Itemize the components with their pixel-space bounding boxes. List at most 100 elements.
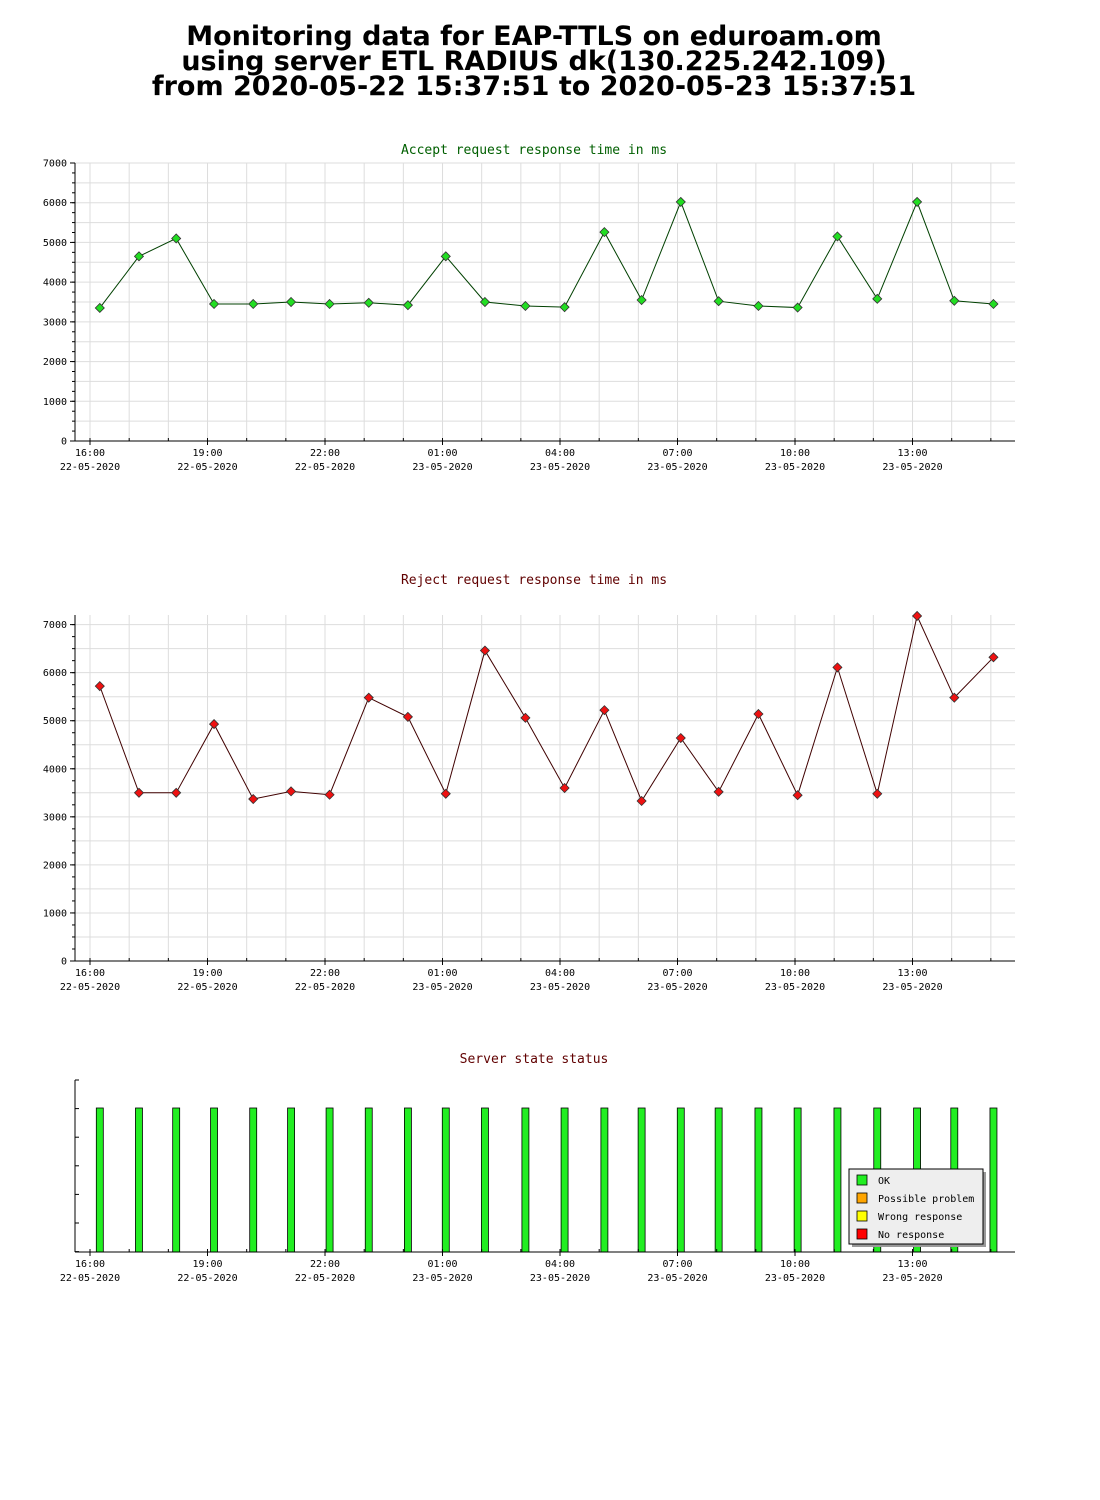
- accept-y-tick-label: 3000: [43, 317, 67, 328]
- accept-data-point: [248, 298, 259, 310]
- reject-data-point: [872, 788, 883, 799]
- reject-x-tick-time: 10:00: [780, 968, 810, 979]
- accept-response-time-chart: Accept request response time in ms 16:00 2…: [43, 143, 1015, 473]
- accept-x-tick-date: 23-05-2020: [412, 462, 472, 473]
- status-bar: [714, 1107, 723, 1253]
- accept-x-tick-time: 16:00: [75, 448, 105, 459]
- accept-series-line: [99, 200, 994, 309]
- status-bar: [441, 1107, 450, 1253]
- status-bar: [833, 1107, 842, 1253]
- accept-data-point: [675, 196, 686, 207]
- accept-x-tick-date: 23-05-2020: [882, 462, 942, 473]
- status-x-tick-time: 13:00: [897, 1259, 927, 1270]
- accept-y-tick-label: 5000: [43, 238, 67, 249]
- reject-title: Reject request response time in ms: [401, 573, 667, 588]
- status-x-tick-time: 04:00: [545, 1259, 575, 1270]
- accept-y-tick-label: 6000: [43, 198, 67, 209]
- reject-x-tick-date: 23-05-2020: [647, 982, 707, 993]
- title-line-1: Monitoring data for EAP-TTLS on eduroam.…: [186, 21, 882, 52]
- status-bar: [793, 1107, 802, 1253]
- reject-x-tick-date: 23-05-2020: [882, 982, 942, 993]
- status-x-tick-time: 22:00: [310, 1259, 340, 1270]
- accept-data-point: [479, 296, 491, 308]
- status-x-tick-date: 23-05-2020: [882, 1273, 942, 1284]
- accept-data-point: [133, 251, 145, 262]
- status-bar: [325, 1107, 334, 1253]
- status-x-tick-date: 22-05-2020: [295, 1273, 355, 1284]
- reject-y-tick-label: 6000: [43, 668, 67, 679]
- accept-data-point: [363, 297, 374, 308]
- status-x-tick-date: 23-05-2020: [647, 1273, 707, 1284]
- status-x-tick-time: 19:00: [192, 1259, 222, 1270]
- reject-data-point: [248, 793, 259, 805]
- status-bar: [989, 1107, 998, 1253]
- legend-entry: No response: [878, 1230, 944, 1241]
- reject-data-point: [324, 789, 335, 800]
- accept-x-tick-time: 10:00: [780, 448, 810, 459]
- status-bar: [754, 1107, 763, 1253]
- reject-data-point: [208, 719, 220, 730]
- accept-x-tick-time: 01:00: [427, 448, 457, 459]
- reject-response-time-chart: Reject request response time in ms 16:00 2…: [43, 573, 1015, 993]
- reject-data-point: [479, 645, 491, 656]
- accept-x-tick-date: 22-05-2020: [177, 462, 237, 473]
- accept-x-tick-date: 23-05-2020: [530, 462, 590, 473]
- reject-x-tick-time: 13:00: [897, 968, 927, 979]
- legend-entry: Wrong response: [878, 1212, 962, 1223]
- status-x-tick-time: 01:00: [427, 1259, 457, 1270]
- accept-data-point: [286, 296, 297, 308]
- reject-y-tick-label: 4000: [43, 764, 67, 775]
- reject-x-tick-time: 07:00: [662, 968, 692, 979]
- status-bar: [172, 1107, 181, 1253]
- server-state-status-chart: Server state status 16:00 22-05-2020 19:00 2…: [60, 1052, 1015, 1284]
- accept-data-point: [872, 293, 883, 304]
- accept-data-point: [559, 302, 570, 313]
- accept-y-tick-label: 1000: [43, 397, 67, 408]
- accept-y-tick-label: 0: [61, 437, 67, 448]
- reject-data-point: [559, 782, 570, 794]
- page-title: Monitoring data for EAP-TTLS on eduroam.…: [0, 21, 1068, 100]
- reject-y-tick-label: 5000: [43, 716, 67, 727]
- accept-data-point: [520, 300, 531, 312]
- legend-swatch: [856, 1228, 868, 1240]
- reject-x-tick-date: 22-05-2020: [177, 982, 237, 993]
- legend-swatch: [856, 1174, 868, 1186]
- status-x-tick-date: 23-05-2020: [530, 1273, 590, 1284]
- reject-data-point: [599, 705, 610, 716]
- reject-data-point: [286, 786, 297, 797]
- reject-series-line: [99, 614, 994, 803]
- reject-y-tick-label: 0: [61, 957, 67, 968]
- status-bar: [364, 1107, 373, 1253]
- title-line-2: using server ETL RADIUS dk(130.225.242.1…: [181, 46, 887, 77]
- accept-x-tick-date: 23-05-2020: [647, 462, 707, 473]
- accept-data-point: [402, 300, 413, 311]
- accept-title: Accept request response time in ms: [401, 143, 667, 158]
- status-bar: [249, 1107, 258, 1253]
- status-bar: [676, 1107, 685, 1253]
- status-bar: [637, 1107, 646, 1253]
- legend-entry: OK: [878, 1176, 890, 1187]
- reject-data-point: [949, 692, 960, 703]
- status-x-tick-time: 16:00: [75, 1259, 105, 1270]
- accept-x-tick-time: 19:00: [192, 448, 222, 459]
- reject-data-point: [753, 708, 764, 720]
- reject-x-tick-date: 23-05-2020: [765, 982, 825, 993]
- reject-data-point: [94, 681, 105, 692]
- reject-data-point: [912, 610, 923, 622]
- accept-data-point: [94, 302, 105, 314]
- status-bar: [404, 1107, 412, 1253]
- status-x-tick-date: 23-05-2020: [412, 1273, 472, 1284]
- status-bar: [287, 1107, 295, 1253]
- reject-x-tick-date: 23-05-2020: [412, 982, 472, 993]
- accept-data-point: [792, 302, 803, 313]
- status-bar: [521, 1107, 530, 1253]
- accept-y-tick-label: 4000: [43, 278, 67, 289]
- status-bar: [600, 1107, 609, 1253]
- reject-x-tick-date: 23-05-2020: [530, 982, 590, 993]
- accept-data-point: [324, 298, 335, 310]
- status-bar: [560, 1107, 569, 1253]
- reject-y-tick-label: 2000: [43, 860, 67, 871]
- status-bar: [135, 1107, 143, 1253]
- accept-x-tick-date: 23-05-2020: [765, 462, 825, 473]
